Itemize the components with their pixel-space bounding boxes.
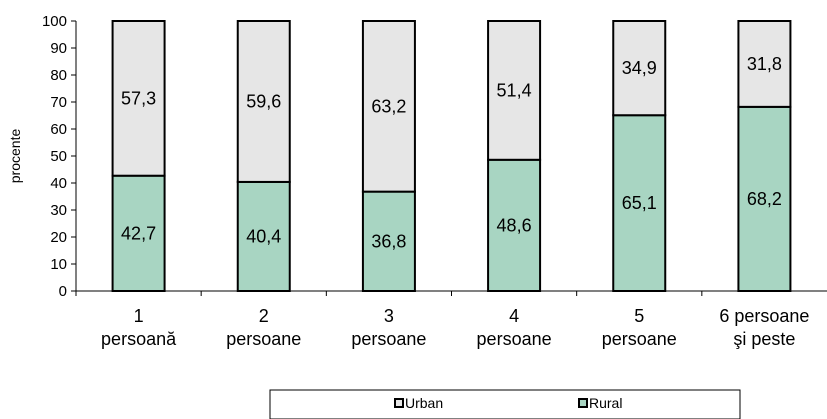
- data-label-urban: 63,2: [371, 96, 406, 116]
- x-tick-label-line: 5: [634, 306, 644, 326]
- legend-label-urban: Urban: [405, 395, 443, 411]
- x-tick-label: 4 persoane: [477, 306, 552, 349]
- x-tick-label-line: persoane: [351, 329, 426, 349]
- data-label-rural: 40,4: [246, 226, 281, 246]
- y-axis-title: procente: [7, 129, 23, 184]
- legend-swatch-rural: [578, 398, 588, 408]
- legend-swatch-urban: [394, 398, 404, 408]
- data-label-urban: 31,8: [747, 54, 782, 74]
- x-tick-label-line: 2: [259, 306, 269, 326]
- x-tick-label-line: şi peste: [733, 329, 795, 349]
- bar-urban: [361, 20, 416, 193]
- legend-label-rural: Rural: [589, 395, 622, 411]
- y-tick-label: 0: [59, 283, 67, 300]
- x-tick-label-line: persoane: [602, 329, 677, 349]
- x-tick-label: 2 persoane: [226, 306, 301, 349]
- y-tick-label: 90: [50, 40, 67, 57]
- bar-urban: [111, 20, 166, 177]
- data-label-rural: 48,6: [497, 215, 532, 235]
- y-tick-label: 50: [50, 148, 67, 165]
- legend: Urban Rural: [269, 389, 741, 419]
- x-axis: 1 persoană 2 persoane 3 persoane 4 persoane 5 per…: [75, 290, 827, 349]
- y-tick-label: 20: [50, 229, 67, 246]
- x-tick-label-line: 1: [134, 306, 144, 326]
- bar-urban: [236, 20, 291, 183]
- x-tick-label-line: 3: [384, 306, 394, 326]
- y-axis: 0 10 20 30 40 50 60 70 80 90 100: [42, 13, 77, 300]
- x-tick-label: 3 persoane: [351, 306, 426, 349]
- y-tick-label: 70: [50, 94, 67, 111]
- bar-urban: [487, 20, 542, 161]
- y-tick-label: 60: [50, 121, 67, 138]
- y-tick-label: 80: [50, 67, 67, 84]
- bars: 42,7 57,3 40,4 59,6 36,8 63,2 48,6 51,4 65,1 34,9…: [111, 20, 792, 293]
- x-tick-label: 1 persoană: [101, 306, 177, 349]
- y-tick-label: 30: [50, 202, 67, 219]
- data-label-urban: 51,4: [497, 80, 532, 100]
- x-tick-label-line: 4: [509, 306, 519, 326]
- bar-urban: [737, 20, 792, 108]
- data-label-rural: 65,1: [622, 193, 657, 213]
- legend-box: [269, 389, 741, 419]
- bar-rural: [487, 158, 542, 292]
- data-label-urban: 34,9: [622, 58, 657, 78]
- data-label-urban: 57,3: [121, 88, 156, 108]
- data-label-urban: 59,6: [246, 91, 281, 111]
- bar-rural: [111, 174, 166, 293]
- x-tick-label-line: persoană: [101, 329, 177, 349]
- y-tick-label: 10: [50, 256, 67, 273]
- x-tick-label: 5 persoane: [602, 306, 677, 349]
- y-tick-label: 40: [50, 175, 67, 192]
- x-tick-label-line: 6 persoane: [719, 306, 809, 326]
- data-label-rural: 68,2: [747, 189, 782, 209]
- bar-urban: [612, 20, 667, 117]
- x-tick-label-line: persoane: [226, 329, 301, 349]
- data-label-rural: 36,8: [371, 231, 406, 251]
- x-tick-label-line: persoane: [477, 329, 552, 349]
- x-tick-label: 6 persoane şi peste: [719, 306, 809, 349]
- y-tick-label: 100: [42, 13, 67, 30]
- data-label-rural: 42,7: [121, 223, 156, 243]
